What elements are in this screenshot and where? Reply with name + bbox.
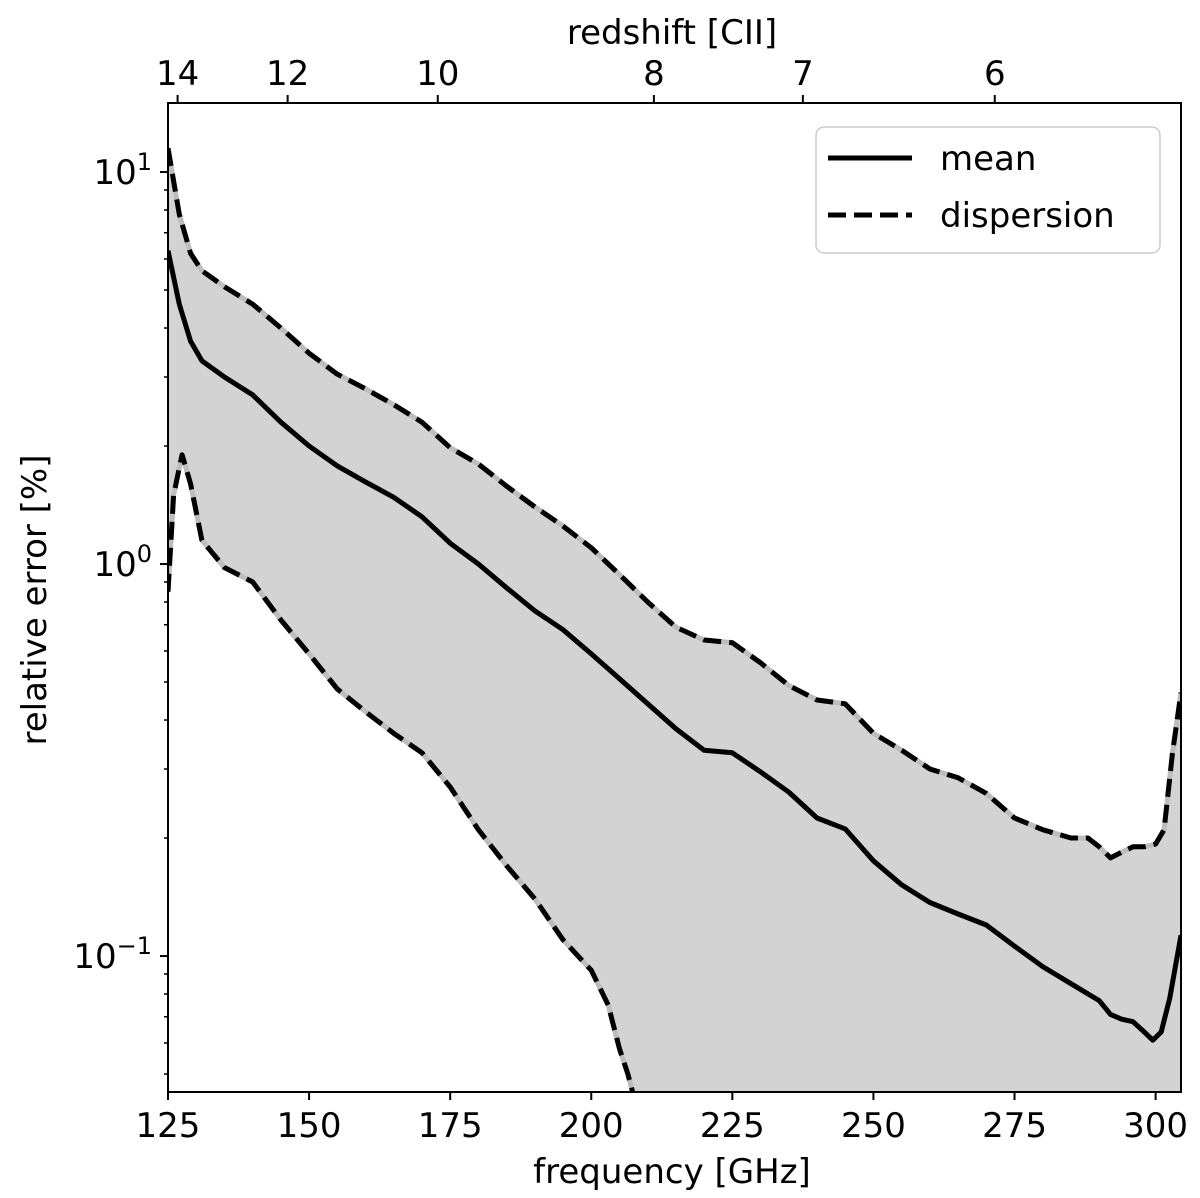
- top-axis-title: redshift [CII]: [567, 13, 777, 53]
- top-axis-ticks: 14 12 10 8 7 6: [156, 54, 1006, 103]
- dispersion-band: [168, 148, 1181, 1092]
- x-tick-label-250: 250: [841, 1106, 906, 1146]
- x-tick-label-125: 125: [136, 1106, 201, 1146]
- x-axis-ticks: 125 150 175 200 225 250 275 300: [136, 1092, 1188, 1146]
- series-lines-layer: [168, 147, 1181, 1092]
- x-tick-label-150: 150: [277, 1106, 342, 1146]
- dispersion-lower-line-dashes: [168, 452, 636, 1092]
- y-tick-label-0: 100: [93, 540, 152, 585]
- dispersion-upper-line: [168, 147, 1181, 861]
- legend: mean dispersion: [815, 126, 1161, 254]
- top-tick-label-14: 14: [156, 54, 199, 94]
- x-tick-label-200: 200: [559, 1106, 624, 1146]
- plot-frame: [167, 102, 1182, 1093]
- mean-line: [168, 250, 1181, 1043]
- x-axis-title: frequency [GHz]: [533, 1152, 811, 1192]
- y-axis-title: relative error [%]: [15, 454, 55, 745]
- top-tick-label-7: 7: [792, 54, 814, 94]
- dispersion-upper-line-dashes: [168, 147, 1181, 861]
- top-tick-label-12: 12: [266, 54, 309, 94]
- y-axis-ticks: 101 100 10−1: [73, 148, 168, 1075]
- legend-mean-label: mean: [940, 139, 1036, 179]
- x-tick-label-275: 275: [982, 1106, 1047, 1146]
- y-tick-label-−1: 10−1: [73, 932, 152, 977]
- x-tick-label-300: 300: [1123, 1106, 1188, 1146]
- y-tick-label-1: 101: [93, 148, 152, 193]
- legend-dispersion-label: dispersion: [940, 196, 1115, 236]
- top-tick-label-6: 6: [984, 54, 1006, 94]
- dispersion-band-layer: [168, 148, 1181, 1092]
- dispersion-lower-line: [168, 452, 636, 1092]
- x-tick-label-225: 225: [700, 1106, 765, 1146]
- x-tick-label-175: 175: [418, 1106, 483, 1146]
- top-tick-label-10: 10: [416, 54, 459, 94]
- top-tick-label-8: 8: [643, 54, 665, 94]
